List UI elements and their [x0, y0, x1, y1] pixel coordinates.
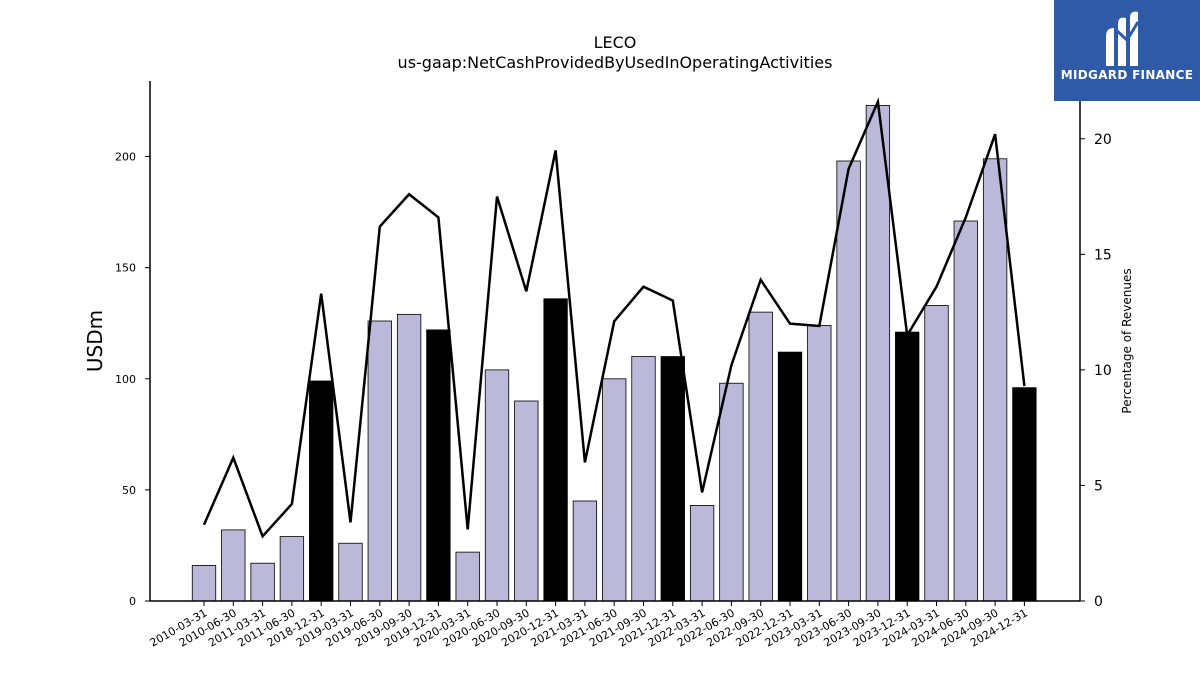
bar-2022-09-30 [748, 311, 773, 602]
bar-2019-12-31 [426, 329, 451, 602]
bar-2020-09-30 [514, 400, 539, 602]
right-tick-label: 10 [1094, 363, 1112, 379]
bar-2023-09-30 [865, 105, 891, 602]
bar-2023-12-31 [895, 331, 920, 602]
left-tick-label: 200 [115, 151, 136, 164]
bar-2022-06-30 [719, 382, 744, 602]
bar-2011-06-30 [279, 536, 305, 602]
bar-2024-12-31 [1012, 387, 1037, 602]
bar-2020-12-31 [543, 298, 568, 602]
bar-group [191, 105, 1037, 602]
bar-2023-03-31 [807, 325, 832, 602]
bar-2011-03-31 [250, 562, 275, 602]
left-tick-label: 0 [129, 595, 136, 608]
bar-2021-03-31 [572, 500, 598, 602]
right-y-ticks: 0 5 10 15 20 [1080, 132, 1112, 610]
chart-subtitle: us-gaap:NetCashProvidedByUsedInOperating… [398, 53, 833, 72]
right-tick-label: 20 [1094, 132, 1112, 148]
left-tick-label: 100 [115, 373, 136, 386]
midgard-m-logo-icon [1106, 11, 1140, 66]
bar-2021-09-30 [631, 356, 656, 602]
x-ticks: 2010-03-312010-06-302011-03-312011-06-30… [148, 601, 1030, 650]
right-tick-label: 5 [1094, 478, 1103, 494]
bar-2019-03-31 [338, 542, 363, 602]
bar-2024-06-30 [953, 220, 978, 602]
bar-2024-03-31 [924, 305, 949, 602]
y-axis-label-right: Percentage of Revenues [1120, 268, 1134, 413]
bar-2019-06-30 [367, 320, 392, 602]
right-tick-label: 15 [1094, 247, 1112, 263]
line-layer [202, 97, 1026, 539]
bar-2021-12-31 [660, 356, 685, 602]
bar-2010-06-30 [221, 529, 246, 602]
bar-2018-12-31 [309, 380, 334, 602]
left-tick-label: 50 [122, 484, 136, 497]
logo: MIDGARD FINANCE [1054, 0, 1200, 101]
bar-2023-06-30 [836, 160, 861, 602]
left-y-ticks: 0 50 100 150 200 [115, 151, 150, 608]
bar-2020-06-30 [484, 369, 510, 602]
bar-2022-03-31 [689, 505, 715, 602]
chart-title: LECO [594, 33, 637, 52]
logo-text: MIDGARD FINANCE [1060, 68, 1194, 82]
right-tick-label: 0 [1094, 594, 1103, 610]
bar-2010-03-31 [191, 565, 217, 602]
bar-2024-09-30 [982, 158, 1008, 602]
percentage-line [202, 97, 1026, 539]
left-tick-label: 150 [115, 262, 136, 275]
bar-2019-09-30 [396, 313, 422, 602]
bar-2020-03-31 [455, 551, 480, 602]
bar-2022-12-31 [777, 351, 803, 602]
bar-2021-06-30 [602, 378, 627, 602]
y-axis-label-left: USDm [83, 310, 107, 372]
